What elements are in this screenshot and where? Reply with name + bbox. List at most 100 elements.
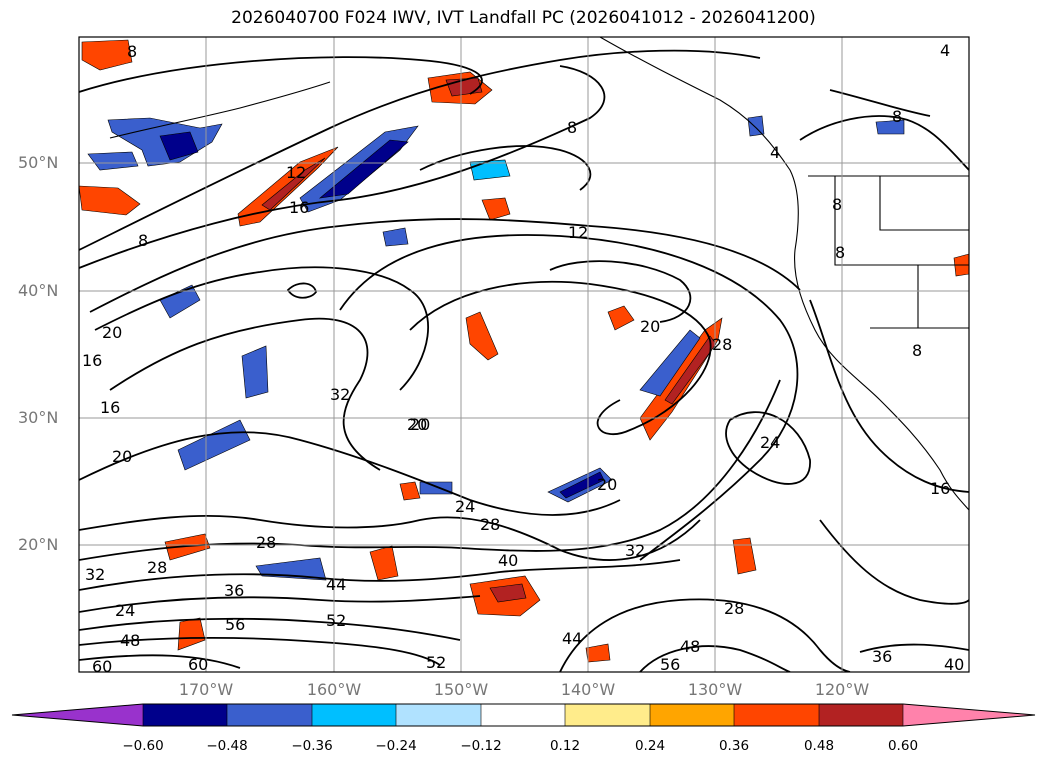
contour-label: 44 <box>562 629 582 648</box>
lon-label-140w: 140°W <box>560 680 616 699</box>
positive-anomaly <box>399 481 421 501</box>
contour-label: 48 <box>680 637 700 656</box>
colorbar-tick: −0.60 <box>122 738 164 754</box>
contour-line <box>79 56 483 95</box>
negative-anomaly <box>559 471 605 499</box>
positive-anomaly <box>164 533 211 561</box>
contour-label: 8 <box>892 107 902 126</box>
positive-anomaly <box>465 311 499 361</box>
contour-line <box>89 218 801 313</box>
positive-anomaly <box>81 39 133 71</box>
colorbar-tick: 0.48 <box>803 738 835 754</box>
colorbar <box>11 703 1036 727</box>
negative-anomaly <box>382 227 409 247</box>
lat-label-30n: 30°N <box>18 408 59 427</box>
coastline <box>109 81 331 139</box>
contour-label: 44 <box>326 575 346 594</box>
contour-label: 20 <box>407 415 427 434</box>
contour-label: 40 <box>944 655 964 674</box>
colorbar-bin <box>227 704 312 726</box>
contour-label: 16 <box>82 351 102 370</box>
coastline <box>599 37 969 511</box>
positive-anomaly <box>79 185 141 216</box>
negative-anomaly <box>159 131 199 161</box>
contour-label: 8 <box>832 195 842 214</box>
colorbar-tick: 0.12 <box>549 738 581 754</box>
negative-anomaly <box>159 284 201 319</box>
map-title: 2026040700 F024 IWV, IVT Landfall PC (20… <box>231 8 816 28</box>
contour-line <box>859 643 969 653</box>
contour-label: 28 <box>480 515 500 534</box>
contour-line <box>79 617 461 641</box>
colorbar-tick: 0.36 <box>718 738 750 754</box>
contour-line <box>799 115 969 171</box>
contour-line <box>79 595 481 613</box>
contour-line <box>79 49 761 251</box>
colorbar-tick: 0.60 <box>887 738 919 754</box>
negative-anomaly <box>639 329 701 397</box>
colorbar-extend-low <box>12 704 143 726</box>
contour-label: 52 <box>326 611 346 630</box>
lon-label-170w: 170°W <box>178 680 234 699</box>
positive-anomaly <box>481 197 511 221</box>
contour-label: 28 <box>256 533 276 552</box>
contour-line <box>79 514 701 561</box>
contour-line <box>409 280 712 436</box>
contour-label: 48 <box>120 631 140 650</box>
colorbar-tick: −0.48 <box>206 738 248 754</box>
iwv-contours <box>79 49 969 672</box>
colorbar-bin <box>481 704 565 726</box>
contour-line <box>79 636 441 666</box>
map-frame <box>78 36 970 673</box>
contour-label: 16 <box>100 398 120 417</box>
contour-label: 24 <box>760 433 780 452</box>
contour-label: 56 <box>225 615 245 634</box>
colorbar-extend-high <box>903 704 1035 726</box>
contour-line <box>725 411 811 485</box>
contour-label: 8 <box>138 231 148 250</box>
positive-anomaly <box>732 537 757 575</box>
lat-label-20n: 20°N <box>18 535 59 554</box>
positive-anomaly <box>489 583 527 603</box>
colorbar-bin <box>734 704 819 726</box>
positive-anomaly <box>261 157 326 211</box>
contour-label: 16 <box>930 479 950 498</box>
contour-label: 4 <box>770 143 780 162</box>
contour-label: 4 <box>940 41 950 60</box>
negative-anomaly <box>419 481 453 495</box>
contour-label: 36 <box>872 647 892 666</box>
border <box>879 176 969 231</box>
contour-line <box>286 282 317 299</box>
contour-label: 8 <box>912 341 922 360</box>
contour-label: 40 <box>498 551 518 570</box>
contour-label: 36 <box>224 581 244 600</box>
contour-label: 8 <box>127 42 137 61</box>
colorbar-bin <box>143 704 227 726</box>
contour-line <box>79 65 606 269</box>
contour-label: 20 <box>597 475 617 494</box>
map-area <box>79 37 969 672</box>
contour-label: 32 <box>330 385 350 404</box>
contour-line <box>809 299 969 493</box>
contour-line <box>819 519 969 605</box>
colorbar-bin <box>396 704 481 726</box>
border <box>834 176 969 266</box>
contour-label: 56 <box>660 655 680 674</box>
positive-anomaly <box>585 643 611 663</box>
colorbar-bin <box>312 704 396 726</box>
colorbar-tick: −0.12 <box>460 738 502 754</box>
colorbar-bin <box>650 704 734 726</box>
contour-label: 20 <box>112 447 132 466</box>
contour-label: 8 <box>567 118 577 137</box>
negative-anomaly <box>875 119 905 135</box>
contour-label: 20 <box>410 415 430 434</box>
contour-label: 52 <box>426 653 446 672</box>
contour-line <box>419 145 592 191</box>
contour-label: 20 <box>640 317 660 336</box>
positive-anomaly <box>607 305 635 331</box>
contour-line <box>549 260 692 323</box>
contour-label: 28 <box>712 335 732 354</box>
contour-line <box>79 654 241 669</box>
lat-label-50n: 50°N <box>18 153 59 172</box>
